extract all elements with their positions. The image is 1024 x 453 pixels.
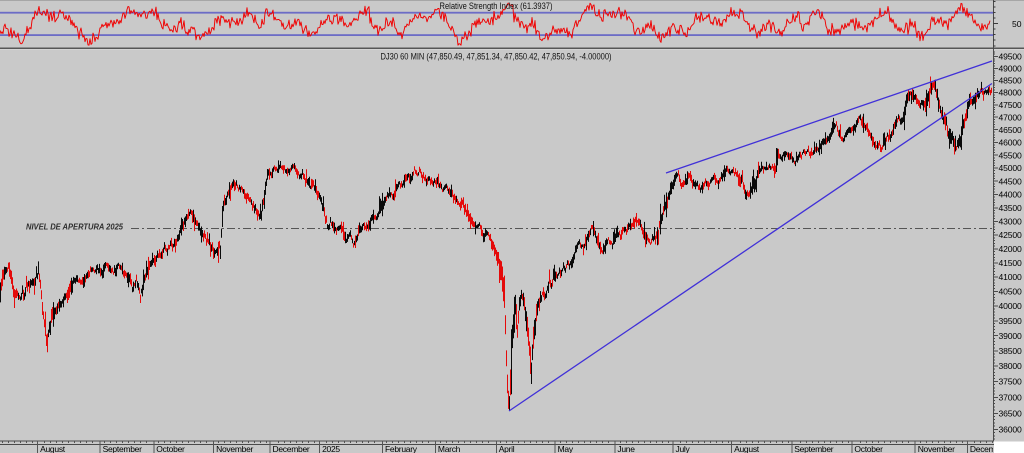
svg-text:October: October xyxy=(854,444,883,453)
svg-text:2025: 2025 xyxy=(322,444,340,453)
svg-text:46000: 46000 xyxy=(999,138,1023,148)
svg-text:November: November xyxy=(216,444,253,453)
svg-text:36000: 36000 xyxy=(999,425,1023,435)
svg-text:37000: 37000 xyxy=(999,392,1023,402)
svg-text:50: 50 xyxy=(1012,19,1022,29)
svg-text:September: September xyxy=(794,444,834,453)
svg-text:August: August xyxy=(734,444,760,453)
svg-text:June: June xyxy=(617,444,635,453)
svg-text:44000: 44000 xyxy=(999,190,1023,200)
svg-text:48500: 48500 xyxy=(999,76,1023,86)
svg-text:46500: 46500 xyxy=(999,125,1023,135)
svg-text:DJ30 60 MIN (47,850.49, 47,851: DJ30 60 MIN (47,850.49, 47,851.34, 47,85… xyxy=(381,51,612,61)
svg-text:March: March xyxy=(438,444,461,453)
svg-text:39000: 39000 xyxy=(999,331,1023,341)
svg-text:April: April xyxy=(499,444,515,453)
svg-text:NIVEL DE APERTURA 2025: NIVEL DE APERTURA 2025 xyxy=(26,223,123,232)
svg-text:August: August xyxy=(40,444,66,453)
svg-text:49500: 49500 xyxy=(999,52,1023,62)
svg-text:49000: 49000 xyxy=(999,64,1023,74)
svg-text:Relative Strength Index (61.39: Relative Strength Index (61.3937) xyxy=(440,1,553,11)
svg-text:48000: 48000 xyxy=(999,88,1023,98)
svg-text:41500: 41500 xyxy=(999,258,1023,268)
svg-text:December: December xyxy=(273,444,310,453)
svg-text:September: September xyxy=(103,444,143,453)
svg-text:45000: 45000 xyxy=(999,163,1023,173)
svg-text:40000: 40000 xyxy=(999,301,1023,311)
svg-text:47500: 47500 xyxy=(999,100,1023,110)
svg-text:May: May xyxy=(558,444,574,453)
svg-text:42500: 42500 xyxy=(999,230,1023,240)
svg-text:37500: 37500 xyxy=(999,377,1023,387)
svg-text:36500: 36500 xyxy=(999,408,1023,418)
svg-text:42000: 42000 xyxy=(999,244,1023,254)
svg-text:July: July xyxy=(676,444,691,453)
svg-text:44500: 44500 xyxy=(999,176,1023,186)
svg-text:39500: 39500 xyxy=(999,316,1023,326)
svg-text:October: October xyxy=(156,444,185,453)
svg-text:November: November xyxy=(918,444,955,453)
svg-text:47000: 47000 xyxy=(999,112,1023,122)
svg-text:43500: 43500 xyxy=(999,203,1023,213)
svg-text:40500: 40500 xyxy=(999,287,1023,297)
svg-text:43000: 43000 xyxy=(999,217,1023,227)
svg-text:December: December xyxy=(970,444,1007,453)
svg-text:45500: 45500 xyxy=(999,150,1023,160)
svg-text:February: February xyxy=(385,444,418,453)
svg-text:38500: 38500 xyxy=(999,346,1023,356)
svg-text:41000: 41000 xyxy=(999,272,1023,282)
svg-text:38000: 38000 xyxy=(999,361,1023,371)
